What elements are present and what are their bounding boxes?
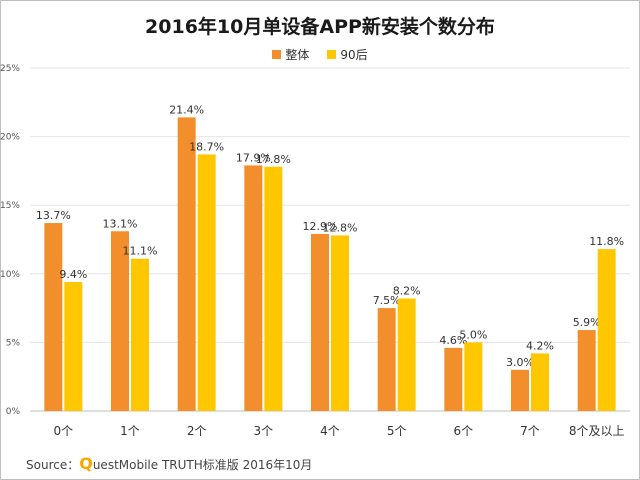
bar-2-0	[177, 117, 196, 411]
x-tick-label-7: 7个	[520, 424, 540, 438]
chart-title: 2016年10月单设备APP新安装个数分布	[145, 16, 495, 38]
source-prefix: Source：	[26, 458, 80, 472]
legend-item-series-0: 整体	[272, 46, 309, 63]
bar-8-1	[597, 249, 616, 411]
source-brand: uestMobile TRUTH标准版 2016年10月	[92, 458, 313, 472]
data-label-2-0: 21.4%	[169, 103, 204, 116]
x-tick-label-5: 5个	[387, 424, 407, 438]
legend-item-series-1: 90后	[327, 46, 368, 63]
x-tick-label-2: 2个	[187, 424, 207, 438]
legend-swatch-series-1	[327, 50, 337, 59]
bar-7-0	[511, 369, 529, 411]
data-label-4-0: 12.9%	[303, 220, 338, 233]
data-label-3-0: 17.9%	[236, 151, 271, 164]
bar-8-0	[577, 330, 596, 411]
legend-label-series-0: 整体	[285, 48, 310, 62]
y-tick-label-5: 25%	[0, 64, 20, 74]
bar-6-0	[444, 347, 463, 411]
y-tick-label-4: 20%	[0, 133, 20, 143]
data-label-7-0: 3.0%	[506, 356, 534, 369]
x-tick-label-1: 1个	[120, 424, 140, 438]
x-tick-label-3: 3个	[254, 424, 274, 438]
x-tick-label-4: 4个	[320, 424, 340, 438]
bar-5-1	[397, 298, 416, 411]
bar-1-0	[111, 231, 129, 411]
bar-4-0	[311, 234, 329, 411]
x-tick-label-6: 6个	[454, 424, 474, 438]
legend-label-series-1: 90后	[340, 48, 368, 62]
brand-q-logo: Q	[79, 454, 93, 473]
data-label-5-0: 7.5%	[373, 294, 401, 307]
bar-3-0	[244, 165, 263, 411]
bar-2-1	[197, 154, 216, 411]
bar-1-1	[131, 258, 149, 411]
data-label-0-0: 13.7%	[36, 209, 71, 222]
y-tick-label-1: 5%	[6, 338, 21, 348]
bar-5-0	[377, 308, 396, 411]
bar-6-1	[464, 342, 483, 411]
y-tick-label-2: 10%	[0, 270, 20, 280]
bar-7-1	[531, 353, 549, 411]
data-label-3-1: 17.8%	[256, 153, 291, 166]
data-label-4-1: 12.8%	[323, 221, 358, 234]
bar-0-0	[44, 223, 63, 411]
bar-3-1	[264, 166, 283, 411]
y-tick-label-0: 0%	[6, 407, 21, 417]
legend: 整体 90后	[0, 46, 640, 63]
data-label-8-0: 5.9%	[573, 316, 601, 329]
source-note: Source： Q uestMobile TRUTH标准版 2016年10月	[26, 454, 312, 473]
data-label-6-0: 4.6%	[439, 334, 467, 347]
data-label-5-1: 8.2%	[393, 284, 421, 297]
data-label-0-1: 9.4%	[59, 268, 87, 281]
data-label-1-1: 11.1%	[123, 245, 158, 258]
x-tick-label-0: 0个	[54, 424, 74, 438]
data-label-1-0: 13.1%	[103, 217, 138, 230]
data-label-7-1: 4.2%	[526, 339, 554, 352]
bar-4-1	[331, 235, 349, 411]
bar-0-1	[64, 282, 83, 411]
data-label-2-1: 18.7%	[189, 140, 224, 153]
data-label-6-1: 5.0%	[459, 328, 487, 341]
y-tick-label-3: 15%	[0, 201, 20, 211]
legend-swatch-series-0	[272, 50, 282, 59]
data-label-8-1: 11.8%	[589, 235, 624, 248]
x-tick-label-8: 8个及以上	[569, 424, 625, 438]
